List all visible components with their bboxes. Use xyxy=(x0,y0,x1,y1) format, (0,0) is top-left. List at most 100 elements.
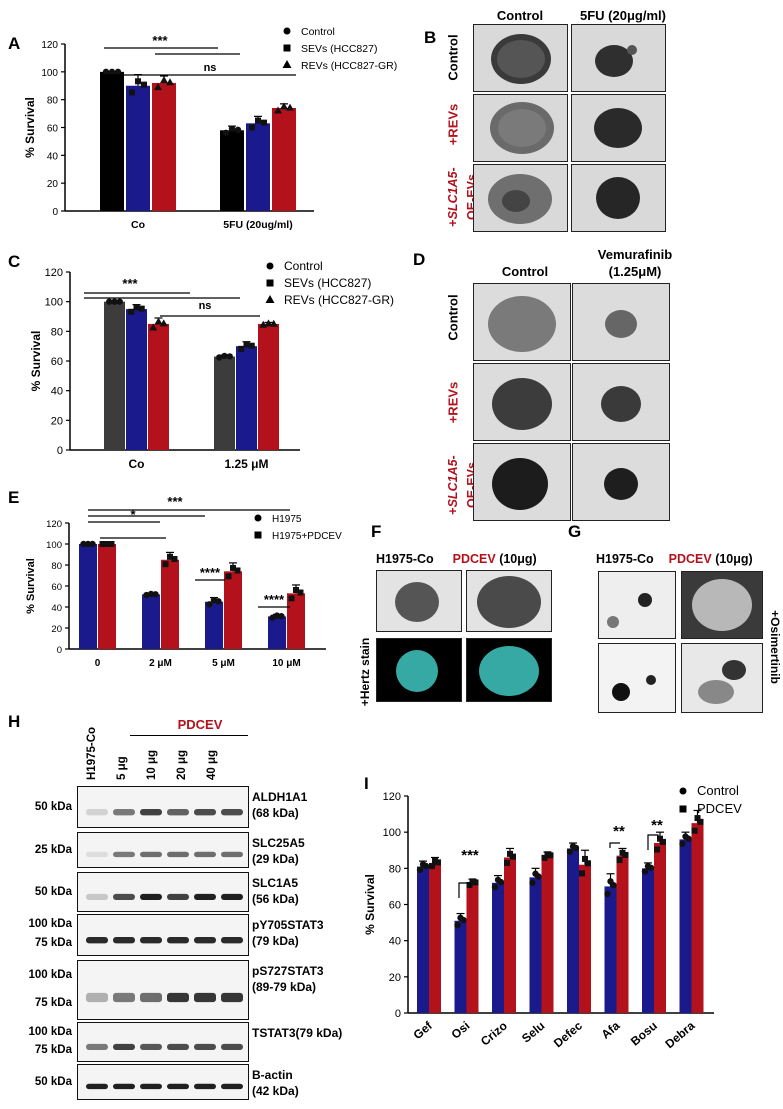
molecular-weight-marker: 50 kDa xyxy=(34,801,72,813)
panel-d-row-revs: +REVs xyxy=(445,381,461,424)
panel-i-x-label: Bosu xyxy=(628,1019,660,1049)
panel-c-ytick-label: 120 xyxy=(45,267,63,279)
panel-a-point xyxy=(274,106,282,114)
panel-i-sig-label: *** xyxy=(461,847,479,864)
panel-f-pdcev: PDCEV xyxy=(452,552,496,566)
molecular-weight-marker: 25 kDa xyxy=(34,843,72,856)
molecular-weight-marker: 100 kDa xyxy=(28,918,72,931)
panel-b-col-5fu: 5FU (20μg/ml) xyxy=(580,8,666,23)
lane-label: H1975-Co xyxy=(86,726,98,780)
panel-letter-d: D xyxy=(413,250,426,269)
blot-band xyxy=(167,893,189,900)
panel-c-bar xyxy=(104,301,125,450)
panel-c-x-label: Co xyxy=(129,457,145,471)
panel-a-x-label: 5FU (20ug/ml) xyxy=(223,219,292,231)
panel-c-x-label: 1.25 μM xyxy=(224,457,268,471)
panel-c-ytick-label: 80 xyxy=(51,326,63,338)
panel-c-bar xyxy=(126,309,147,450)
panel-c-ytick-label: 60 xyxy=(51,356,63,368)
panel-e-point xyxy=(234,567,241,574)
panel-c-ytick-label: 0 xyxy=(57,445,63,457)
panel-e-point xyxy=(297,589,304,596)
lane-label: 5 μg xyxy=(116,756,128,780)
panel-letter-i: I xyxy=(364,774,369,793)
panel-g-row-osimertinib: +Osimertinib xyxy=(768,610,782,684)
panel-a-bar xyxy=(246,123,270,211)
panel-a-point xyxy=(280,102,288,110)
panel-i-x-label: Osi xyxy=(449,1019,473,1042)
panel-i-point xyxy=(582,855,588,862)
blot-band xyxy=(140,893,162,900)
panel-i-bar xyxy=(466,882,479,1013)
blot-bands xyxy=(86,1083,243,1090)
panel-i-point xyxy=(585,860,591,867)
panel-g-col-control: H1975-Co xyxy=(596,552,654,566)
panel-a-ytick-label: 40 xyxy=(47,151,59,162)
panel-i-bar xyxy=(492,882,504,1013)
panel-a-point xyxy=(129,89,135,96)
blot-0 xyxy=(77,786,249,828)
blot-protein-name: B-actin xyxy=(252,1068,293,1082)
blot-band xyxy=(113,1083,135,1090)
panel-e-bar xyxy=(98,544,116,649)
panel-e-point xyxy=(206,601,213,608)
panel-c-legend-marker xyxy=(266,262,274,270)
panel-c-point xyxy=(128,308,135,315)
panel-i-point xyxy=(610,881,617,889)
panel-letter-g: G xyxy=(568,522,582,541)
panel-a-point xyxy=(228,125,236,132)
blot-5 xyxy=(77,1022,249,1062)
panel-i-bar xyxy=(691,823,704,1013)
panel-a-bar xyxy=(100,71,124,211)
blot-protein-kda: (68 kDa) xyxy=(252,806,299,820)
blot-band xyxy=(221,937,243,944)
panel-i-ytick-label: 80 xyxy=(389,863,401,875)
panel-e-point xyxy=(167,553,173,560)
panel-i-x-label: Crizo xyxy=(478,1019,510,1049)
panel-a-bar xyxy=(152,82,176,211)
blot-band xyxy=(221,851,243,858)
blot-band xyxy=(113,992,135,1003)
panel-e-ytick-label: 120 xyxy=(46,519,62,530)
panel-i-bar xyxy=(541,855,554,1013)
panel-a-point xyxy=(108,68,116,76)
micrograph-b-control-5fu xyxy=(571,24,666,92)
panel-e-point xyxy=(278,613,285,620)
panel-i-point xyxy=(622,851,629,858)
panel-a-bar xyxy=(272,108,296,211)
micrograph-d-control-vem xyxy=(572,283,670,361)
blot-band xyxy=(167,809,189,816)
panel-i-ylabel: % Survival xyxy=(363,874,377,935)
panel-a-point xyxy=(154,83,162,91)
panel-c-point xyxy=(111,298,118,305)
panel-i-bar xyxy=(604,886,617,1013)
micrograph-b-oe-5fu xyxy=(571,164,666,232)
panel-a-legend-marker xyxy=(283,44,291,52)
panel-i-ytick-label: 0 xyxy=(395,1008,401,1020)
blot-protein-kda: (89-79 kDa) xyxy=(252,980,317,994)
panel-d-row-oe: +SLC1A5- xyxy=(446,455,460,515)
panel-i-point xyxy=(529,879,536,886)
micrograph-b-revs-5fu xyxy=(571,94,666,162)
panel-f-dose: (10μg) xyxy=(495,552,537,566)
blot-band xyxy=(113,893,135,900)
blot-6 xyxy=(77,1064,249,1100)
blot-band xyxy=(167,851,189,858)
panel-e-point xyxy=(80,540,87,548)
blot-2 xyxy=(77,872,249,912)
lane-label: 10 μg xyxy=(146,749,158,780)
blot-band xyxy=(221,1043,243,1050)
panel-c-ytick-label: 100 xyxy=(45,297,63,309)
blot-band xyxy=(113,851,135,858)
panel-i-bar xyxy=(504,857,516,1013)
micrograph-d-control-control xyxy=(473,283,571,361)
panel-a-point xyxy=(166,78,174,86)
panel-e-bar xyxy=(79,544,97,649)
panel-e-sig-label: **** xyxy=(200,565,221,580)
panel-b-row-oe: +SLC1A5- xyxy=(446,167,460,227)
panel-c-legend-label: SEVs (HCC827) xyxy=(284,276,371,290)
blot-band xyxy=(167,937,189,944)
blot-protein-name: SLC25A5 xyxy=(252,836,305,850)
panel-i-sig-bracket xyxy=(458,882,471,898)
panel-e-point xyxy=(99,541,106,547)
